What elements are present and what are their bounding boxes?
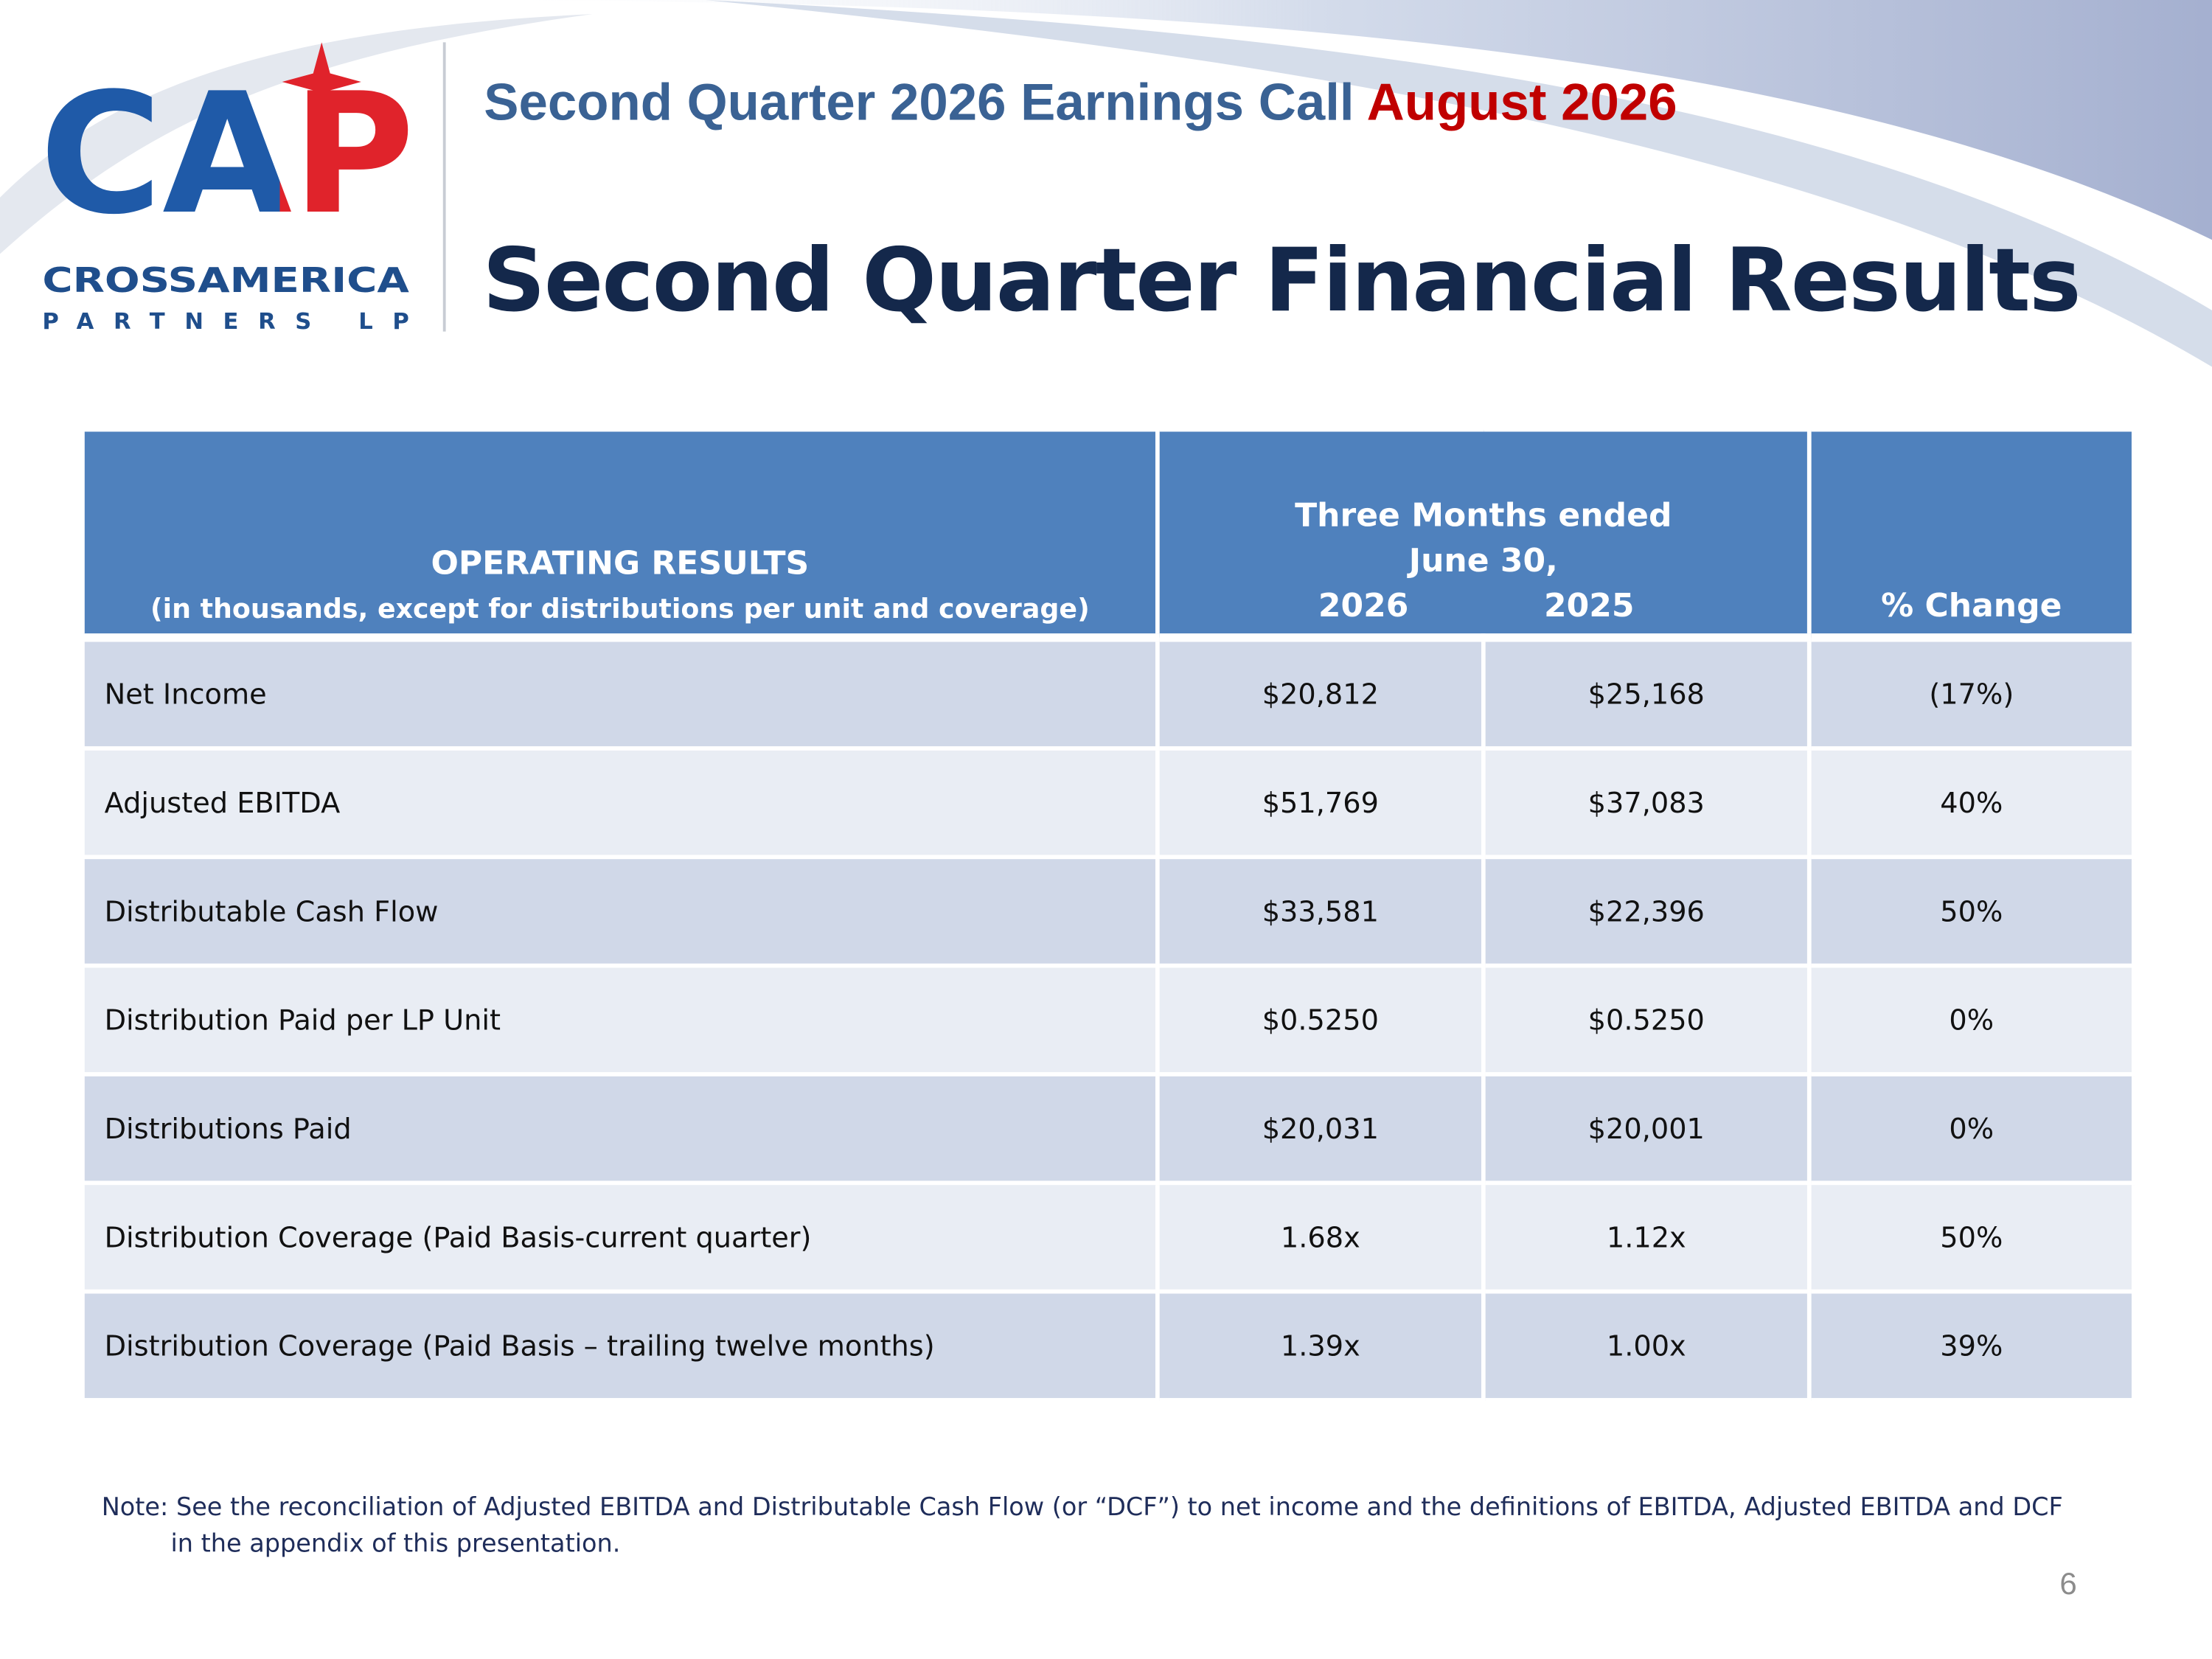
subtitle: Second Quarter 2026 Earnings Call August… xyxy=(484,73,1677,132)
cell-value: 0% xyxy=(1806,1072,2136,1186)
cell-value: $0.5250 xyxy=(1481,963,1812,1077)
table-row: Net Income $20,812 $25,168 (17%) xyxy=(80,635,2136,751)
header-cell: Three Months ended June 30, 2026 2025 xyxy=(1155,427,1812,642)
header-year: 2025 xyxy=(1544,588,1635,625)
subtitle-text: Second Quarter 2026 Earnings Call xyxy=(484,73,1354,131)
table-header: OPERATING RESULTS (in thousands, except … xyxy=(80,427,2136,642)
cell-value: 50% xyxy=(1806,1180,2136,1294)
cell-value: 50% xyxy=(1806,855,2136,968)
cell-value: $0.5250 xyxy=(1155,963,1486,1077)
header-years: 2026 2025 xyxy=(1160,588,1807,625)
cell-value: 40% xyxy=(1806,746,2136,860)
note: Note: See the reconciliation of Adjusted… xyxy=(102,1489,2063,1562)
slide-title: Second Quarter Financial Results xyxy=(482,228,2081,332)
logo-name: CROSSAMERICA xyxy=(42,260,409,300)
logo-subname: PARTNERS LP xyxy=(42,309,408,335)
cell-value: (17%) xyxy=(1806,635,2136,751)
header-cell: OPERATING RESULTS (in thousands, except … xyxy=(80,427,1160,642)
row-label: Distributable Cash Flow xyxy=(80,855,1160,968)
cell-value: 1.00x xyxy=(1481,1289,1812,1402)
cell-value: $51,769 xyxy=(1155,746,1486,860)
cell-value: $20,812 xyxy=(1155,635,1486,751)
header-year: 2026 xyxy=(1318,588,1409,625)
header-period-date: June 30, xyxy=(1408,543,1558,580)
cell-value: $33,581 xyxy=(1155,855,1486,968)
table-row: Distributions Paid $20,031 $20,001 0% xyxy=(80,1072,2136,1186)
header-period: Three Months ended xyxy=(1295,498,1672,535)
cell-value: $37,083 xyxy=(1481,746,1812,860)
page-number: 6 xyxy=(2059,1565,2077,1601)
background-swoosh xyxy=(0,0,2212,367)
header-change: % Change xyxy=(1806,427,2136,642)
logo: CAP CROSSAMERICA PARTNERS LP xyxy=(40,58,415,335)
header-label: OPERATING RESULTS xyxy=(431,546,810,583)
row-label: Distribution Paid per LP Unit xyxy=(80,963,1160,1077)
cell-value: $20,001 xyxy=(1481,1072,1812,1186)
cell-value: $25,168 xyxy=(1481,635,1812,751)
results-table: OPERATING RESULTS (in thousands, except … xyxy=(80,427,2136,1402)
cell-value: 1.12x xyxy=(1481,1180,1812,1294)
row-label: Distribution Coverage (Paid Basis-curren… xyxy=(80,1180,1160,1294)
cell-value: 1.39x xyxy=(1155,1289,1486,1402)
subtitle-date: August 2026 xyxy=(1366,73,1677,131)
row-label: Distributions Paid xyxy=(80,1072,1160,1186)
header-sublabel: (in thousands, except for distributions … xyxy=(150,594,1090,625)
cell-value: 0% xyxy=(1806,963,2136,1077)
row-label: Net Income xyxy=(80,635,1160,751)
row-label: Adjusted EBITDA xyxy=(80,746,1160,860)
cell-value: $22,396 xyxy=(1481,855,1812,968)
cell-value: 1.68x xyxy=(1155,1180,1486,1294)
table-body: Net Income $20,812 $25,168 (17%) Adjusted EB… xyxy=(80,635,2136,1402)
cell-value: 39% xyxy=(1806,1289,2136,1402)
table-row: Distribution Coverage (Paid Basis – trai… xyxy=(80,1289,2136,1402)
table-row: Distributable Cash Flow $33,581 $22,396 50% xyxy=(80,855,2136,968)
table-row: Distribution Paid per LP Unit $0.5250 $0.5… xyxy=(80,963,2136,1077)
note-line: in the appendix of this presentation. xyxy=(170,1530,621,1559)
cell-value: $20,031 xyxy=(1155,1072,1486,1186)
table-row: Distribution Coverage (Paid Basis-curren… xyxy=(80,1180,2136,1294)
logo-mark: CAP xyxy=(40,58,415,251)
note-line: Note: See the reconciliation of Adjusted… xyxy=(101,1494,2063,1523)
row-label: Distribution Coverage (Paid Basis – trai… xyxy=(80,1289,1160,1402)
table-row: Adjusted EBITDA $51,769 $37,083 40% xyxy=(80,746,2136,860)
